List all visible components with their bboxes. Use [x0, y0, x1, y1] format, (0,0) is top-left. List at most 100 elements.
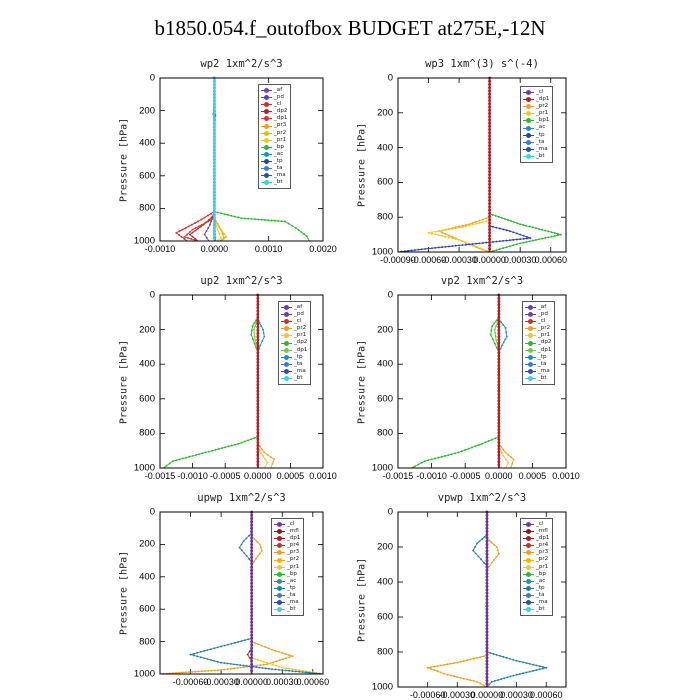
- data-point: [273, 458, 276, 461]
- data-point: [191, 454, 194, 457]
- data-point: [248, 558, 251, 560]
- y-tick-label: 600: [377, 176, 393, 188]
- legend-entry: _ac: [523, 578, 549, 585]
- legend-label: _af: [294, 304, 303, 310]
- data-point: [454, 238, 457, 240]
- data-point: [250, 650, 253, 653]
- data-point: [260, 644, 263, 647]
- data-point: [250, 536, 253, 540]
- data-point: [191, 231, 194, 234]
- data-point: [209, 648, 212, 651]
- data-point: [213, 145, 216, 148]
- legend-label: _pr2: [294, 325, 307, 332]
- data-point: [256, 402, 260, 406]
- data-point: [488, 224, 491, 228]
- data-point: [485, 241, 488, 244]
- data-point: [199, 225, 202, 228]
- data-point: [260, 325, 263, 328]
- data-point: [481, 221, 484, 224]
- data-point: [275, 660, 278, 663]
- data-point: [459, 660, 462, 663]
- legend: _af _pd _cl _pr2 _pr1 _dp2 _dp1 _tp _ta _ma _bt: [278, 301, 312, 386]
- data-point: [250, 533, 253, 536]
- data-point: [207, 669, 210, 672]
- x-tick-label: -0.0015: [144, 471, 176, 481]
- data-point: [220, 230, 223, 232]
- x-tick-label: 0.0005: [276, 471, 305, 481]
- data-point: [229, 662, 232, 665]
- chart-panel-upwp: upwp 1xm^2/s^3 Pressure [hPa] 0 200 400 600 80…: [119, 492, 330, 687]
- legend-label: _dp2: [294, 339, 308, 346]
- legend-label: _pr2: [536, 556, 549, 563]
- data-point: [497, 428, 501, 431]
- data-point: [175, 231, 178, 234]
- data-point: [180, 235, 183, 238]
- y-tick-label: 1000: [133, 235, 155, 247]
- legend-label: _pr4: [287, 542, 300, 549]
- data-point: [488, 160, 491, 164]
- data-point: [525, 671, 528, 674]
- data-point: [223, 668, 226, 671]
- chart-panel-wp2: wp2 1xm^2/s^3 Pressure [hPa] 0 200 400 600 800…: [119, 58, 337, 254]
- data-point: [226, 643, 229, 646]
- data-point: [444, 233, 447, 235]
- legend-swatch: [261, 137, 272, 144]
- data-point: [233, 667, 236, 670]
- data-point: [474, 552, 477, 555]
- data-point: [256, 460, 260, 463]
- legend-label: _bp: [274, 143, 284, 150]
- data-point: [256, 306, 260, 310]
- data-point: [196, 655, 199, 658]
- legend-label: _pr3: [274, 122, 287, 129]
- data-point: [250, 530, 253, 533]
- data-point: [210, 216, 213, 219]
- data-point: [234, 443, 236, 446]
- data-point: [485, 646, 489, 650]
- data-point: [213, 115, 216, 119]
- data-point: [258, 552, 261, 555]
- data-point: [178, 671, 181, 674]
- data-point: [433, 665, 436, 668]
- data-point: [468, 243, 471, 246]
- data-point: [248, 665, 251, 668]
- legend-swatch: [525, 318, 536, 325]
- data-point: [440, 455, 443, 458]
- legend-swatch: [261, 151, 272, 158]
- data-point: [213, 109, 216, 112]
- y-axis-label: Pressure [hPa]: [356, 557, 368, 642]
- data-point: [285, 657, 288, 660]
- data-point: [430, 247, 433, 250]
- data-point: [534, 227, 537, 230]
- legend-swatch: [523, 146, 534, 153]
- series-markers-pr1: [427, 77, 491, 252]
- legend-swatch: [261, 101, 272, 108]
- legend-label: _cl: [538, 318, 546, 325]
- data-point: [482, 684, 485, 687]
- legend-label: _cl: [536, 89, 544, 95]
- data-point: [488, 173, 491, 176]
- data-point: [485, 672, 489, 676]
- data-point: [497, 383, 501, 386]
- data-point: [240, 441, 243, 444]
- data-point: [485, 523, 489, 527]
- data-point: [213, 190, 216, 194]
- data-point: [429, 667, 432, 670]
- data-point: [189, 653, 192, 656]
- data-point: [251, 325, 254, 328]
- data-point: [251, 338, 254, 341]
- data-point: [497, 373, 501, 377]
- plot-frame: [159, 294, 324, 469]
- legend-label: _pd: [294, 311, 304, 318]
- data-point: [485, 546, 489, 549]
- data-point: [256, 389, 260, 393]
- data-point: [481, 242, 484, 244]
- data-point: [470, 446, 473, 449]
- data-point: [271, 648, 274, 651]
- data-point: [497, 325, 501, 329]
- data-point: [495, 226, 498, 229]
- data-point: [500, 678, 503, 681]
- legend-label: _pr1: [538, 332, 551, 339]
- legend-label: _tp: [294, 353, 303, 360]
- data-point: [270, 219, 273, 222]
- data-point: [488, 89, 491, 93]
